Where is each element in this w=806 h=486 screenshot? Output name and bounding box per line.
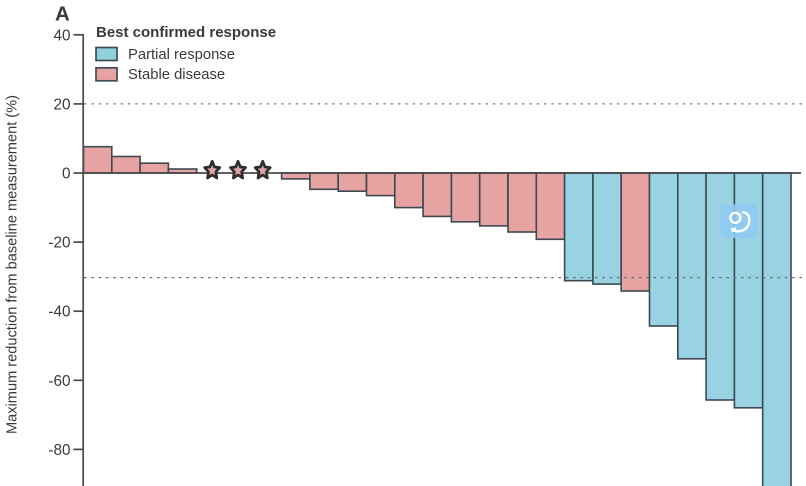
svg-text:20: 20 [53, 96, 70, 113]
svg-text:-20: -20 [48, 235, 70, 252]
svg-text:Partial response: Partial response [128, 47, 235, 63]
svg-text:Maximum reduction from baselin: Maximum reduction from baseline measurem… [5, 95, 21, 434]
svg-text:-80: -80 [48, 442, 70, 459]
svg-text:Best confirmed response: Best confirmed response [96, 24, 276, 41]
svg-text:40: 40 [53, 27, 70, 44]
svg-text:-60: -60 [48, 373, 70, 390]
svg-text:-40: -40 [48, 304, 70, 321]
svg-text:0: 0 [62, 166, 71, 183]
svg-text:A: A [55, 3, 70, 26]
svg-text:Stable disease: Stable disease [128, 67, 225, 83]
